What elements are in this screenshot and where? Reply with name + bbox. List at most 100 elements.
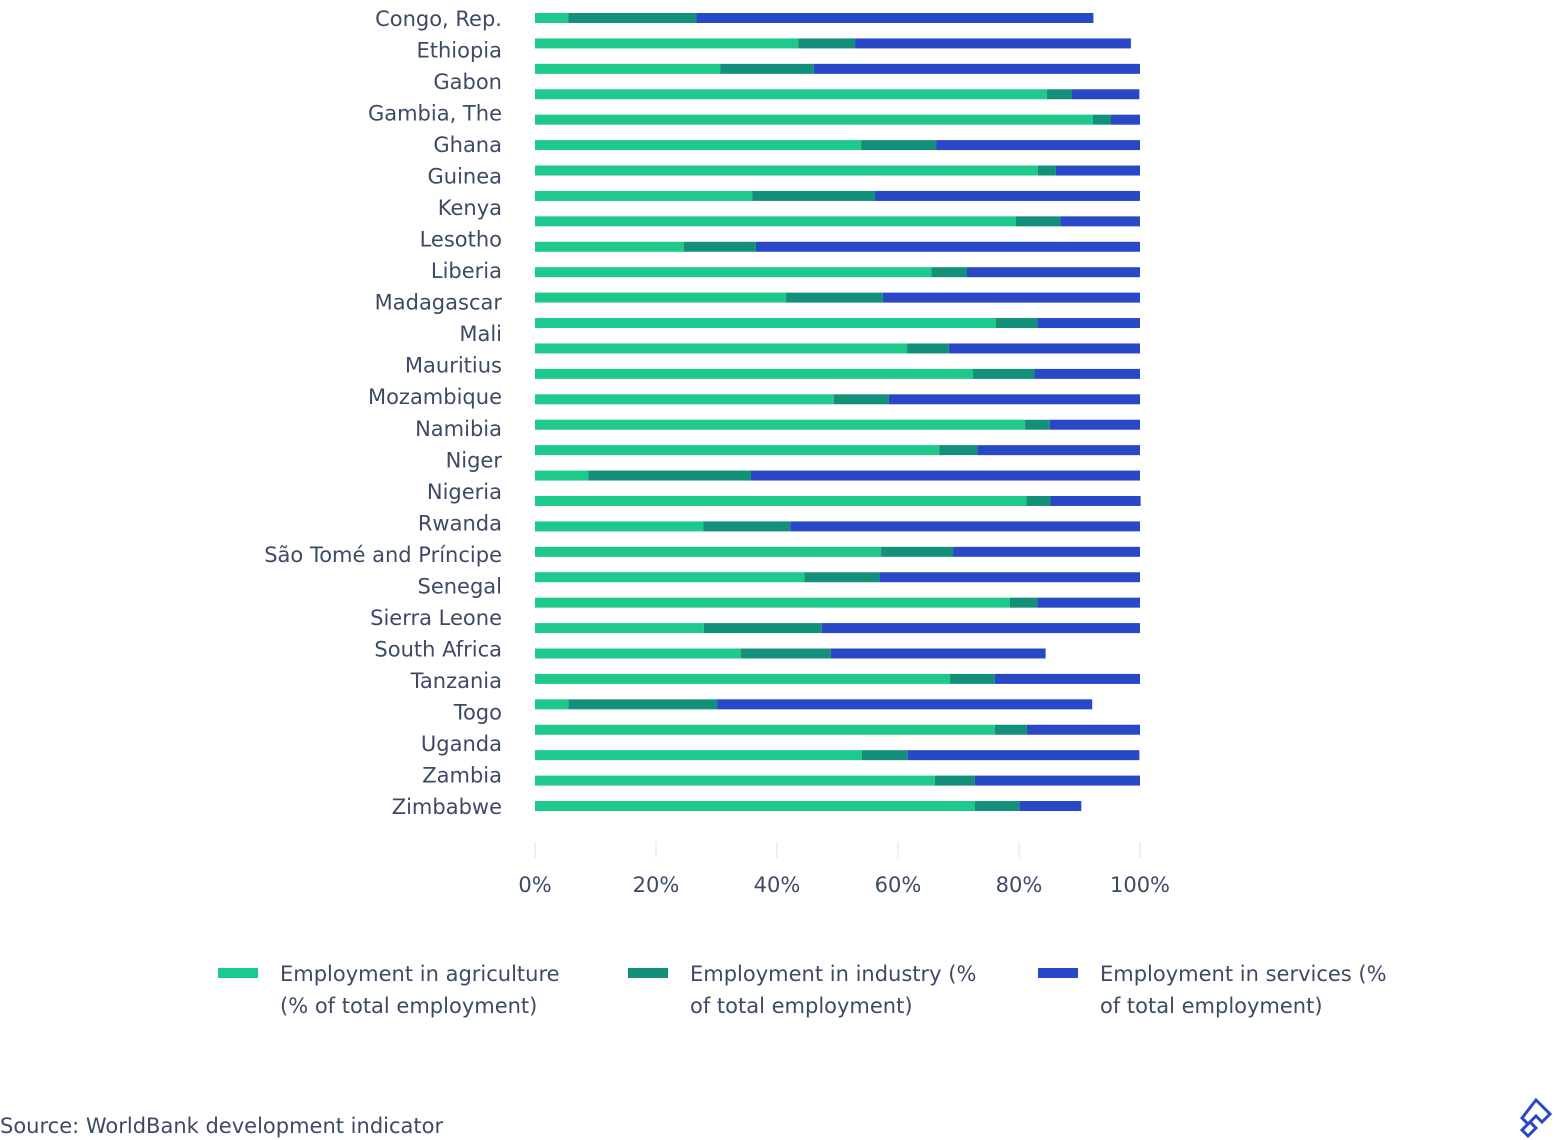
logo-mark bbox=[1519, 1097, 1553, 1139]
bar-segment bbox=[535, 114, 1093, 125]
bar-segment bbox=[535, 673, 951, 684]
legend-label: Employment in industry (% of total emplo… bbox=[690, 962, 977, 1018]
bar-segment bbox=[974, 775, 1140, 786]
bar-segment bbox=[994, 673, 1140, 684]
bar-segment bbox=[1037, 318, 1140, 329]
bar-segment bbox=[882, 292, 1140, 303]
bar-segment bbox=[720, 63, 814, 74]
bar-segment bbox=[1026, 724, 1140, 735]
bar-segment bbox=[1015, 216, 1061, 227]
x-tick-label: 100% bbox=[1110, 873, 1170, 897]
bar-segment bbox=[535, 724, 995, 735]
bar-segment bbox=[717, 699, 1093, 710]
bar-segment bbox=[790, 521, 1140, 532]
y-tick-label: Niger bbox=[446, 448, 503, 472]
bar-segment bbox=[821, 623, 1140, 634]
bar-segment bbox=[535, 13, 569, 23]
bar-segment bbox=[861, 750, 908, 761]
source: Source: WorldBank development indicator bbox=[0, 1114, 444, 1138]
legend-item: Employment in industry (% of total emplo… bbox=[628, 958, 980, 1022]
bar-segment bbox=[966, 267, 1140, 278]
bar-segment bbox=[535, 546, 882, 557]
y-tick-label: Zimbabwe bbox=[392, 795, 502, 819]
bar-segment bbox=[1009, 597, 1038, 608]
y-tick-label: Lesotho bbox=[420, 228, 502, 252]
y-tick-label: Mozambique bbox=[368, 385, 502, 409]
bar-segment bbox=[703, 521, 791, 532]
bar-segment bbox=[953, 546, 1140, 557]
bar-segment bbox=[535, 343, 908, 354]
bar-segment bbox=[939, 445, 978, 456]
y-tick-label: South Africa bbox=[374, 637, 502, 661]
y-tick-label: Gambia, The bbox=[368, 102, 502, 126]
bar-segment bbox=[535, 38, 799, 49]
y-tick-label: Ghana bbox=[433, 133, 502, 157]
bar-segment bbox=[535, 63, 721, 74]
bar-segment bbox=[588, 470, 751, 481]
y-tick-label: Congo, Rep. bbox=[375, 7, 502, 31]
bar-segment bbox=[948, 343, 1140, 354]
legend-swatch bbox=[218, 968, 258, 978]
bar-segment bbox=[1050, 495, 1141, 506]
bar-segment bbox=[950, 673, 995, 684]
bar-segment bbox=[535, 623, 704, 634]
bar-segment bbox=[875, 190, 1140, 201]
bar-segment bbox=[888, 394, 1140, 405]
bar-segment bbox=[535, 572, 805, 583]
bar-segment bbox=[568, 699, 718, 710]
bar-segment bbox=[879, 572, 1140, 583]
y-tick-label: Namibia bbox=[415, 417, 502, 441]
y-tick-label: São Tomé and Príncipe bbox=[264, 543, 502, 567]
bar-segment bbox=[703, 623, 822, 634]
bar-segment bbox=[931, 267, 967, 278]
legend-swatch bbox=[1038, 968, 1078, 978]
bar-segment bbox=[1049, 419, 1140, 430]
bar-segment bbox=[535, 190, 753, 201]
bar-segment bbox=[535, 89, 1047, 100]
bar-segment bbox=[755, 241, 1140, 252]
y-tick-label: Kenya bbox=[438, 196, 502, 220]
legend-item: Employment in agriculture (% of total em… bbox=[218, 958, 570, 1022]
bar-segment bbox=[535, 394, 834, 405]
bar-segment bbox=[907, 343, 949, 354]
x-tick-label: 20% bbox=[633, 873, 680, 897]
bar-segment bbox=[752, 190, 876, 201]
bar-segment bbox=[813, 63, 1140, 74]
bar-segment bbox=[1110, 114, 1140, 125]
bar-segment bbox=[535, 165, 1038, 176]
bar-segment bbox=[535, 495, 1027, 506]
bar-segment bbox=[974, 801, 1020, 812]
bar-segment bbox=[535, 267, 932, 278]
y-tick-label: Madagascar bbox=[375, 291, 503, 315]
bar-segment bbox=[973, 368, 1035, 379]
bar-segment bbox=[936, 140, 1140, 151]
y-tick-label: Nigeria bbox=[427, 480, 502, 504]
bar-segment bbox=[535, 318, 997, 329]
y-tick-label: Gabon bbox=[433, 70, 502, 94]
bar-segment bbox=[750, 470, 1140, 481]
bar-segment bbox=[1046, 89, 1072, 100]
x-tick-label: 80% bbox=[996, 873, 1043, 897]
bar-segment bbox=[855, 38, 1131, 49]
y-tick-label: Uganda bbox=[421, 732, 502, 756]
bar-segment bbox=[977, 445, 1140, 456]
y-tick-label: Guinea bbox=[427, 165, 502, 189]
bar-segment bbox=[696, 13, 1094, 23]
legend-item: Employment in services (% of total emplo… bbox=[1038, 958, 1390, 1022]
bar-segment bbox=[1019, 801, 1082, 812]
bar-segment bbox=[535, 419, 1026, 430]
bar-segment bbox=[786, 292, 883, 303]
bar-segment bbox=[830, 648, 1046, 659]
y-tick-label: Mali bbox=[459, 322, 502, 346]
bar-segment bbox=[798, 38, 856, 49]
bar-segment bbox=[535, 521, 704, 532]
y-tick-label: Liberia bbox=[431, 259, 502, 283]
bar-segment bbox=[996, 318, 1038, 329]
bar-segment bbox=[1060, 216, 1140, 227]
bar-segment bbox=[1037, 597, 1140, 608]
y-tick-label: Zambia bbox=[422, 763, 502, 787]
legend-swatch bbox=[628, 968, 668, 978]
bar-segment bbox=[568, 13, 697, 23]
bar-segment bbox=[1026, 495, 1051, 506]
bar-segment bbox=[861, 140, 937, 151]
